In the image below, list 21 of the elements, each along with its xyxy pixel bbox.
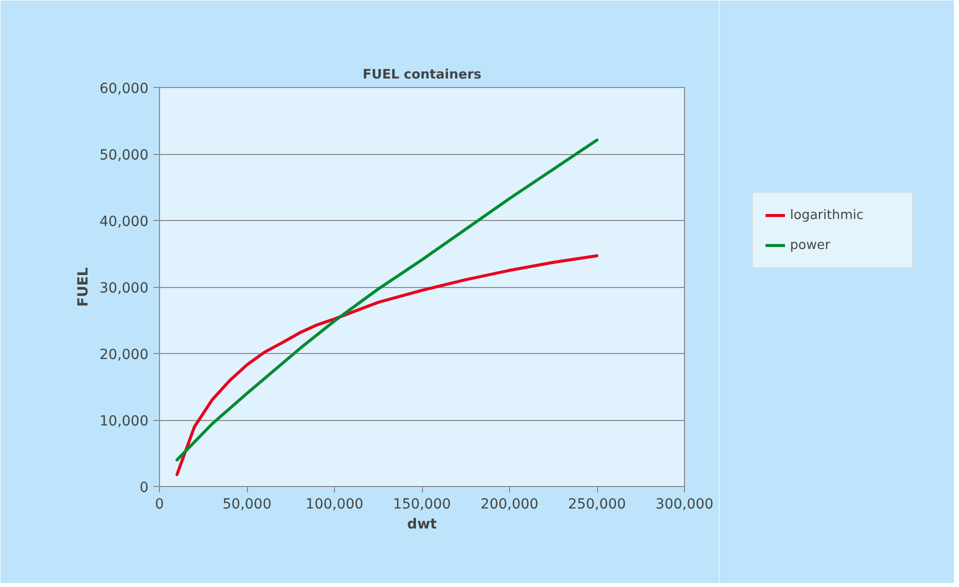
x-tick-label: 50,000 <box>222 496 272 512</box>
line-series <box>176 138 598 462</box>
legend-label: logarithmic <box>790 208 864 222</box>
y-tick-label: 40,000 <box>100 214 149 230</box>
y-tick-label: 30,000 <box>100 280 149 296</box>
y-axis-title: FUEL <box>76 267 92 307</box>
x-tick-label: 100,000 <box>306 496 364 512</box>
chart-title: FUEL containers <box>362 68 482 82</box>
line-series <box>176 254 598 476</box>
x-tick-label: 200,000 <box>480 496 538 512</box>
y-tick-label: 10,000 <box>100 414 149 430</box>
y-tick-label: 50,000 <box>100 148 149 164</box>
x-tick-label: 300,000 <box>656 496 714 512</box>
y-tick-label: 0 <box>140 480 149 496</box>
x-axis-title: dwt <box>407 516 438 532</box>
x-tick-label: 150,000 <box>393 496 451 512</box>
x-tick-label: 250,000 <box>568 496 626 512</box>
y-tick-label: 20,000 <box>100 347 149 363</box>
legend-label: power <box>790 238 832 252</box>
x-tick-label: 0 <box>155 496 164 512</box>
y-tick-label: 60,000 <box>100 81 149 97</box>
